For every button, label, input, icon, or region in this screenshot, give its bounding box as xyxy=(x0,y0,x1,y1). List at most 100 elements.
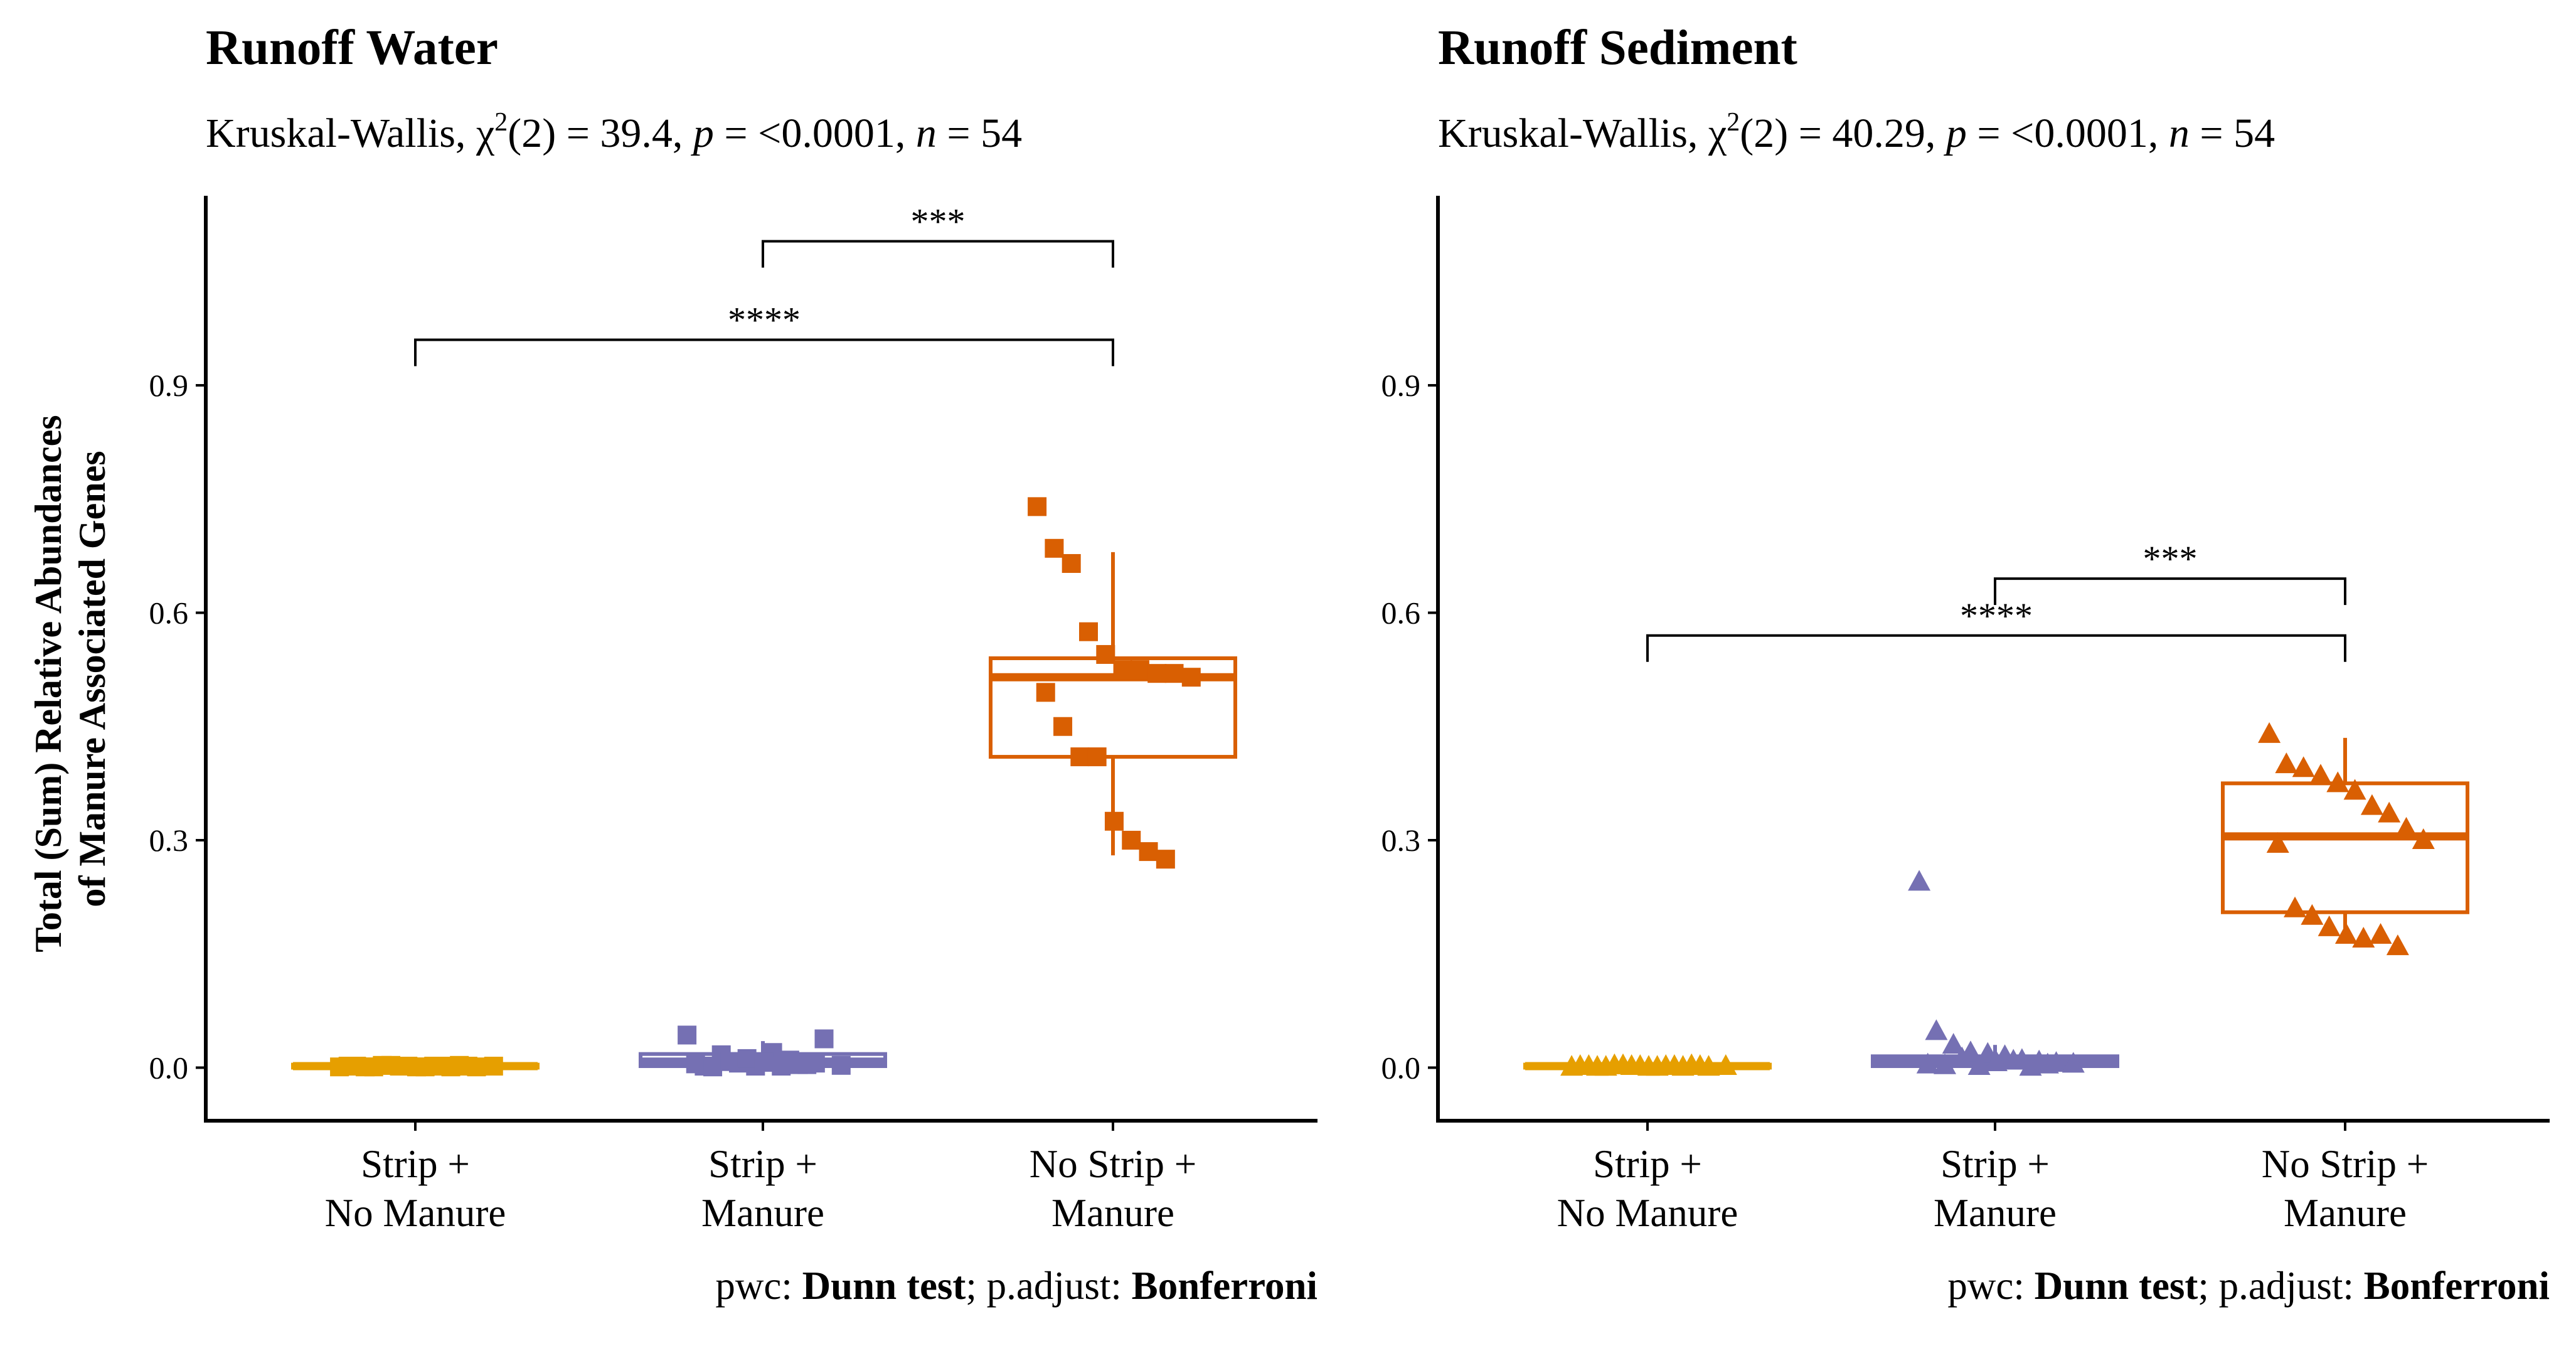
data-point xyxy=(1079,622,1098,641)
y-tick-label: 0.9 xyxy=(1381,368,1421,403)
data-point xyxy=(2360,794,2383,815)
data-point xyxy=(1603,1053,1626,1074)
data-point xyxy=(390,1057,409,1076)
data-point xyxy=(2292,756,2315,777)
box xyxy=(2221,781,2469,914)
caption: pwc: Dunn test; p.adjust: Bonferroni xyxy=(1947,1264,2550,1308)
y-axis-title: Total (Sum) Relative Abundances of Manur… xyxy=(28,405,113,952)
data-point xyxy=(2318,915,2341,936)
group-0 xyxy=(1523,1053,1772,1076)
data-point xyxy=(1036,683,1055,702)
data-point xyxy=(1984,1050,2008,1071)
significance-bracket xyxy=(762,240,1114,268)
data-point xyxy=(2378,801,2401,823)
data-point xyxy=(2275,752,2298,774)
panel-runoff-water: Runoff Water Kruskal-Wallis, χ2(2) = 39.… xyxy=(28,21,1317,1308)
y-tick-label: 0.6 xyxy=(149,596,189,631)
plot-area: 0.0 0.3 0.6 0.9 Strip + No Manure Strip + Manur… xyxy=(1381,368,2469,1235)
data-point xyxy=(1096,644,1115,664)
data-point xyxy=(1045,538,1064,558)
data-point xyxy=(2309,764,2332,785)
data-point xyxy=(2002,1049,2025,1070)
y-tick-label: 0.0 xyxy=(149,1050,189,1085)
x-tick-label: No Strip + Manure xyxy=(2262,1142,2429,1235)
data-point xyxy=(1164,664,1184,683)
significance-label: *** xyxy=(911,201,966,242)
data-point xyxy=(2301,904,2324,925)
data-point xyxy=(720,1052,740,1071)
data-point xyxy=(1113,660,1132,680)
data-point xyxy=(1967,1054,1991,1076)
data-point xyxy=(703,1057,723,1077)
data-point xyxy=(2369,922,2392,944)
group-0 xyxy=(291,1055,540,1077)
data-point xyxy=(1916,1052,1939,1074)
data-point xyxy=(1714,1054,1737,1076)
panel-subtitle: Kruskal-Wallis, χ2(2) = 40.29, p = <0.00… xyxy=(1438,108,2275,156)
data-point xyxy=(2334,922,2358,944)
panel-runoff-sediment: Runoff Sediment Kruskal-Wallis, χ2(2) = … xyxy=(1381,21,2550,1308)
x-tick-label: Strip + Manure xyxy=(701,1142,824,1235)
y-tick-label: 0.9 xyxy=(149,368,189,403)
data-point xyxy=(1925,1019,1948,1040)
x-tick-label: No Strip + Manure xyxy=(1030,1142,1197,1235)
data-point xyxy=(737,1049,757,1068)
data-point xyxy=(441,1057,460,1077)
data-point xyxy=(686,1054,705,1074)
panel-subtitle: Kruskal-Wallis, χ2(2) = 39.4, p = <0.000… xyxy=(206,108,1022,156)
data-point xyxy=(2352,927,2375,948)
data-point xyxy=(2395,816,2418,838)
data-point xyxy=(1654,1054,1678,1076)
significance-bracket xyxy=(1646,634,2346,662)
data-point xyxy=(1942,1033,1965,1054)
data-point xyxy=(1934,1053,1957,1074)
data-point xyxy=(338,1057,358,1076)
data-point xyxy=(407,1057,426,1077)
data-point xyxy=(1568,1054,1592,1076)
data-point xyxy=(1181,668,1201,687)
y-tick-label: 0.0 xyxy=(1381,1050,1421,1085)
y-tick-label: 0.3 xyxy=(149,823,189,858)
data-point xyxy=(1156,850,1175,869)
x-tick-label: Strip + No Manure xyxy=(1557,1142,1738,1235)
data-point xyxy=(1637,1055,1660,1076)
group-2 xyxy=(989,497,1237,869)
data-point xyxy=(484,1057,503,1076)
data-point xyxy=(2343,779,2366,800)
data-point xyxy=(2019,1055,2042,1076)
data-point xyxy=(1139,842,1158,862)
data-point xyxy=(2062,1052,2085,1073)
data-point xyxy=(1620,1054,1643,1076)
data-point xyxy=(1147,664,1167,683)
data-point xyxy=(1053,717,1073,736)
significance-label: **** xyxy=(1960,596,2033,636)
plot-area: 0.0 0.3 0.6 0.9 Strip + No Manure Strip + Manur… xyxy=(149,201,1237,1235)
data-point xyxy=(814,1029,834,1049)
data-point xyxy=(458,1057,477,1076)
data-point xyxy=(678,1025,697,1045)
data-point xyxy=(424,1057,444,1076)
data-point xyxy=(1951,1046,1974,1067)
data-point xyxy=(1671,1055,1695,1076)
data-point xyxy=(2258,722,2281,743)
data-point xyxy=(754,1052,774,1072)
data-point xyxy=(373,1055,392,1075)
group-1 xyxy=(639,1025,887,1077)
data-point xyxy=(806,1054,825,1073)
data-point xyxy=(1028,497,1047,516)
data-point xyxy=(1087,747,1107,767)
data-point xyxy=(2036,1052,2059,1074)
significance-label: *** xyxy=(2143,538,2198,579)
panel-title: Runoff Sediment xyxy=(1438,21,1797,75)
data-point xyxy=(772,1057,791,1076)
data-point xyxy=(2266,832,2289,853)
panel-title: Runoff Water xyxy=(206,21,498,75)
data-point xyxy=(356,1057,375,1077)
data-point xyxy=(1062,553,1081,573)
data-point xyxy=(2386,934,2409,956)
data-point xyxy=(1070,747,1090,767)
x-tick-label: Strip + Manure xyxy=(1934,1142,2057,1235)
data-point xyxy=(1908,870,1931,891)
data-point xyxy=(1122,830,1141,850)
